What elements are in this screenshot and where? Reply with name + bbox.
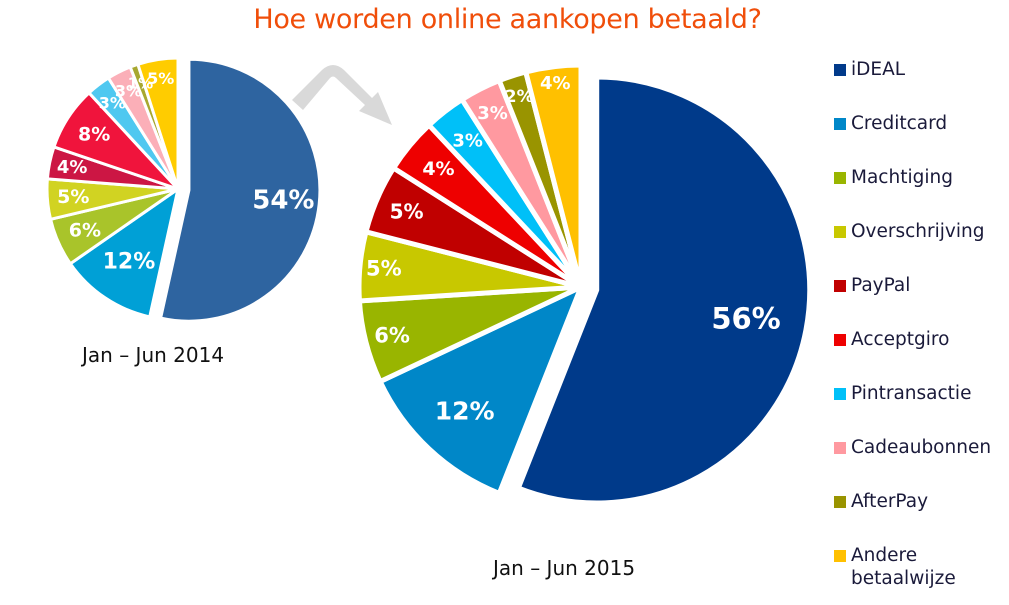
pie-slice-ideal [515,74,813,506]
pie-slice-ideal [159,57,322,323]
slice-value-label: 54% [252,186,314,216]
legend-label: PayPal [851,275,911,296]
legend-label: Pintransactie [851,383,972,404]
legend-swatch [834,442,846,454]
slice-value-label: 8% [78,124,110,146]
slice-value-label: 4% [540,73,571,94]
legend-label: Acceptgiro [851,329,950,350]
slice-value-label: 5% [147,69,174,88]
legend-swatch [834,64,846,76]
legend-item-acceptgiro: Acceptgiro [834,328,949,351]
legend-item-cadeaubonnen: Cadeaubonnen [834,436,991,459]
legend-label: Overschrijving [851,221,985,242]
slice-value-label: 3% [115,81,142,100]
legend-swatch [834,496,846,508]
legend-label: iDEAL [851,59,906,80]
period-label-2015: Jan – Jun 2015 [493,556,636,580]
legend-swatch [834,388,846,400]
pie-slice-andere-betaalwijze [523,62,584,290]
legend-item-andere: Andere betaalwijze [834,544,956,590]
legend-item-creditcard: Creditcard [834,112,947,135]
slice-value-label: 6% [374,323,410,347]
slice-value-label: 6% [69,220,101,242]
slice-value-label: 1% [128,74,153,92]
slice-value-label: 3% [99,94,126,113]
pie-slice-andere-betaalwijze [136,56,180,191]
legend-item-afterpay: AfterPay [834,490,928,513]
legend-label: Cadeaubonnen [851,437,992,458]
legend-item-paypal: PayPal [834,274,910,297]
legend-label: Creditcard [851,113,948,134]
legend-swatch [834,172,846,184]
slice-value-label: 4% [422,158,454,180]
pie-slice-creditcard [377,284,584,496]
pie-chart-2014: 54%12%6%5%4%8%3%3%1%5% [45,56,322,323]
legend-swatch [834,118,846,130]
legend-label: Machtiging [851,167,953,188]
legend-swatch [834,334,846,346]
legend-item-ideal: iDEAL [834,58,905,81]
legend-item-overschrijving: Overschrijving [834,220,984,243]
pie-slice-creditcard [68,187,180,319]
slice-value-label: 3% [452,130,483,151]
pie-chart-2015: 56%12%6%5%5%4%3%3%2%4% [356,62,813,506]
legend-item-machtiging: Machtiging [834,166,953,189]
slice-value-label: 5% [390,200,424,224]
chart-title: Hoe worden online aankopen betaald? [0,4,1009,35]
legend-label: AfterPay [851,491,929,512]
chart-title-text: Hoe worden online aankopen betaald? [253,4,762,35]
slice-value-label: 5% [366,256,402,280]
slice-value-label: 56% [711,301,780,335]
slice-value-label: 12% [103,250,156,275]
slice-value-label: 12% [435,396,495,425]
slice-value-label: 4% [57,157,88,178]
period-label-2014: Jan – Jun 2014 [82,343,225,367]
legend-swatch [834,550,846,562]
legend-label: Andere betaalwijze [851,545,956,589]
slice-value-label: 2% [505,87,534,107]
slice-value-label: 5% [57,186,89,208]
slice-value-label: 3% [477,103,508,124]
legend-swatch [834,226,846,238]
arrow-icon [292,65,392,125]
legend-item-pintransactie: Pintransactie [834,382,971,405]
legend-swatch [834,280,846,292]
